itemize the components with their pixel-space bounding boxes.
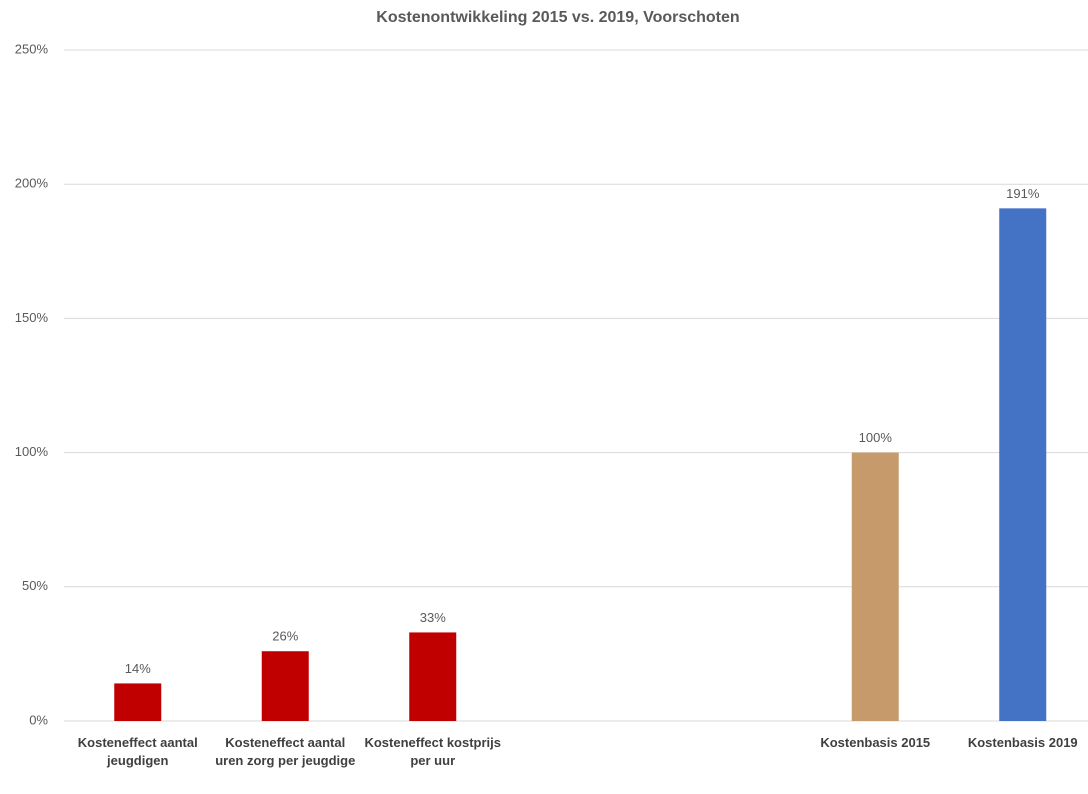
y-tick-label: 100% [15,444,49,459]
y-tick-label: 0% [29,712,48,727]
bar [999,208,1047,721]
data-label: 100% [859,430,893,445]
data-label: 26% [272,629,298,644]
x-tick-label: Kosteneffect aantal uren zorg per jeugdi… [215,735,356,768]
bar [261,651,309,721]
x-tick-label: Kosteneffect kostprijs per uur [364,735,502,768]
data-label: 14% [125,661,151,676]
data-label: 191% [1006,186,1040,201]
y-tick-label: 50% [22,578,48,593]
bar [409,632,457,721]
bar [851,452,899,721]
x-tick-label: Kostenbasis 2015 [820,735,931,750]
bar [114,683,162,721]
x-tick-label: Kosteneffect aantal jeugdigen [77,735,198,768]
y-tick-label: 200% [15,176,49,191]
x-tick-label: Kostenbasis 2019 [967,735,1078,750]
y-tick-label: 250% [15,41,49,56]
chart-title: Kostenontwikkeling 2015 vs. 2019, Voorsc… [376,9,739,26]
y-tick-label: 150% [15,310,49,325]
data-label: 33% [420,610,446,625]
